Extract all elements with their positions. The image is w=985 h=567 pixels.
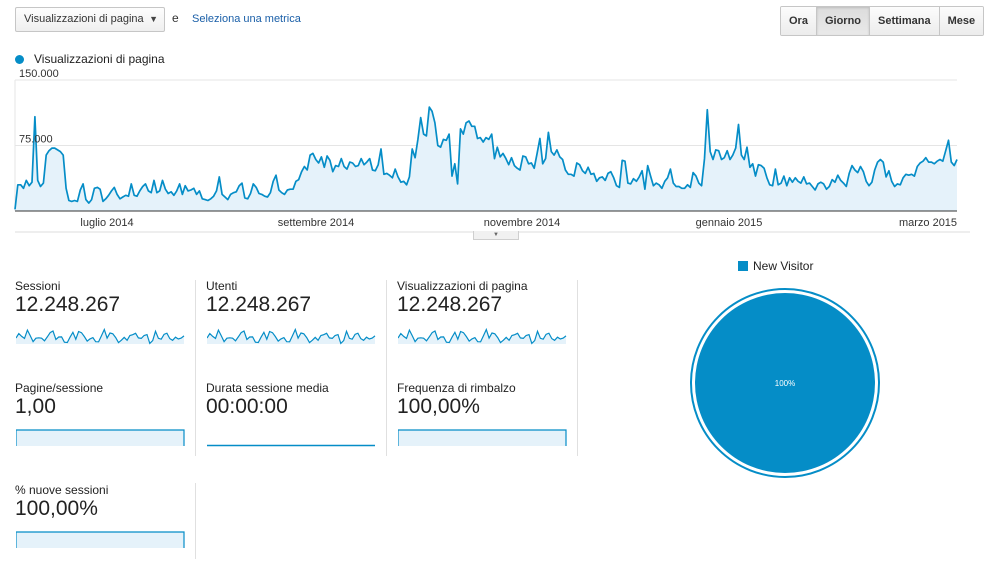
granularity-week-button[interactable]: Settimana — [870, 7, 940, 35]
metric-tile-bounce-rate: Frequenza di rimbalzo 100,00% — [397, 381, 569, 461]
x-tick-label: marzo 2015 — [899, 217, 957, 229]
metric-sparkline — [398, 327, 567, 345]
sparkline-area — [16, 430, 184, 446]
y-tick-label: 75.000 — [19, 134, 53, 146]
metric-value: 12.248.267 — [397, 293, 503, 316]
metric-sparkline — [16, 327, 185, 345]
sparkline-line — [207, 327, 376, 345]
chart-expand-handle[interactable]: ▼ — [473, 231, 519, 240]
tile-separator — [195, 280, 196, 456]
x-tick-label: novembre 2014 — [484, 217, 560, 229]
sparkline-area — [398, 329, 566, 344]
metric-label: Durata sessione media — [206, 381, 329, 395]
series-legend-dot — [15, 55, 24, 64]
metric-sparkline — [398, 429, 567, 446]
metric-label: Sessioni — [15, 279, 61, 293]
metric-sparkline — [207, 444, 375, 447]
sparkline-area — [16, 329, 184, 344]
metric-label: Pagine/sessione — [15, 381, 104, 395]
chevron-down-icon: ▼ — [149, 14, 158, 24]
granularity-hour-button[interactable]: Ora — [781, 7, 817, 35]
metric-select[interactable]: Visualizzazioni di pagina ▼ — [15, 7, 165, 32]
metric-value: 12.248.267 — [206, 293, 312, 316]
granularity-toggle: Ora Giorno Settimana Mese — [780, 6, 985, 36]
metric-sparkline — [207, 327, 376, 345]
series-area — [15, 107, 957, 211]
metric-sparkline — [16, 429, 185, 446]
metric-tile-sessions: Sessioni 12.248.267 — [15, 279, 187, 359]
series-line — [14, 106, 958, 210]
metric-value: 100,00% — [397, 395, 480, 418]
pie-legend-label: New Visitor — [753, 259, 814, 273]
tile-separator — [195, 483, 196, 559]
sparkline-line — [16, 327, 185, 345]
visitor-type-pie: 100% — [690, 288, 880, 478]
granularity-month-button[interactable]: Mese — [939, 7, 984, 35]
metric-tile-pages-per-session: Pagine/sessione 1,00 — [15, 381, 187, 461]
metric-value: 1,00 — [15, 395, 56, 418]
x-tick-label: luglio 2014 — [80, 217, 133, 229]
metric-label: Frequenza di rimbalzo — [397, 381, 516, 395]
select-metric-link[interactable]: Seleziona una metrica — [192, 13, 301, 25]
pie-slice-label: 100% — [775, 379, 795, 388]
sparkline-area — [398, 430, 566, 446]
metric-value: 12.248.267 — [15, 293, 121, 316]
sparkline-area — [16, 532, 184, 548]
metric-select-value: Visualizzazioni di pagina — [24, 13, 144, 25]
metric-value: 00:00:00 — [206, 395, 288, 418]
granularity-day-button[interactable]: Giorno — [816, 7, 871, 35]
series-legend-label: Visualizzazioni di pagina — [34, 52, 165, 66]
sparkline-line — [16, 531, 185, 548]
sparkline-area — [207, 329, 375, 344]
x-tick-label: settembre 2014 — [278, 217, 354, 229]
pageviews-chart: 150.000 75.000 luglio 2014 settembre 2014 no… — [14, 68, 970, 233]
sparkline-line — [16, 429, 185, 446]
tile-separator — [386, 280, 387, 456]
metric-tile-pageviews: Visualizzazioni di pagina 12.248.267 — [397, 279, 569, 359]
metric-value: 100,00% — [15, 497, 98, 520]
pie-legend-swatch — [738, 261, 748, 271]
metric-label: % nuove sessioni — [15, 483, 109, 497]
metric-label: Visualizzazioni di pagina — [397, 279, 528, 293]
y-tick-label: 150.000 — [19, 68, 59, 80]
metric-sparkline — [16, 531, 185, 548]
metric-tile-new-sessions: % nuove sessioni 100,00% — [15, 483, 187, 563]
sparkline-line — [398, 429, 567, 446]
pie-slice[interactable] — [695, 293, 875, 473]
metric-tile-users: Utenti 12.248.267 — [206, 279, 378, 359]
sparkline-line — [398, 327, 567, 345]
x-tick-label: gennaio 2015 — [696, 217, 763, 229]
tile-separator — [577, 280, 578, 456]
metric-label: Utenti — [206, 279, 238, 293]
conjunction-label: e — [172, 11, 179, 25]
metric-tile-avg-session-duration: Durata sessione media 00:00:00 — [206, 381, 378, 461]
